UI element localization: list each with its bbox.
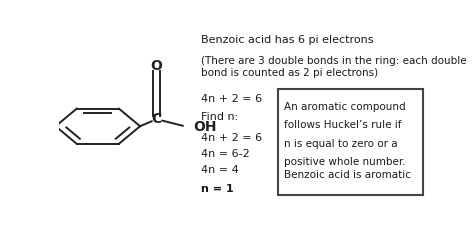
Text: O: O [151, 59, 163, 73]
Text: C: C [152, 112, 162, 126]
Text: 4n + 2 = 6: 4n + 2 = 6 [201, 95, 262, 104]
Text: 4n = 6-2: 4n = 6-2 [201, 149, 249, 159]
Text: follows Huckel’s rule if: follows Huckel’s rule if [284, 120, 402, 130]
Text: n = 1: n = 1 [201, 184, 233, 194]
Text: 4n + 2 = 6: 4n + 2 = 6 [201, 133, 262, 143]
Text: OH: OH [193, 120, 217, 134]
Text: Find n:: Find n: [201, 112, 238, 122]
Text: Benzoic acid has 6 pi electrons: Benzoic acid has 6 pi electrons [201, 35, 373, 44]
Text: positive whole number.: positive whole number. [284, 157, 406, 167]
Text: 4n = 4: 4n = 4 [201, 165, 238, 175]
Text: An aromatic compound: An aromatic compound [284, 101, 406, 112]
Text: n is equal to zero or a: n is equal to zero or a [284, 139, 398, 149]
Text: Benzoic acid is aromatic: Benzoic acid is aromatic [284, 170, 411, 180]
Text: (There are 3 double bonds in the ring: each double
bond is counted as 2 pi elect: (There are 3 double bonds in the ring: e… [201, 56, 466, 79]
FancyBboxPatch shape [278, 89, 423, 195]
